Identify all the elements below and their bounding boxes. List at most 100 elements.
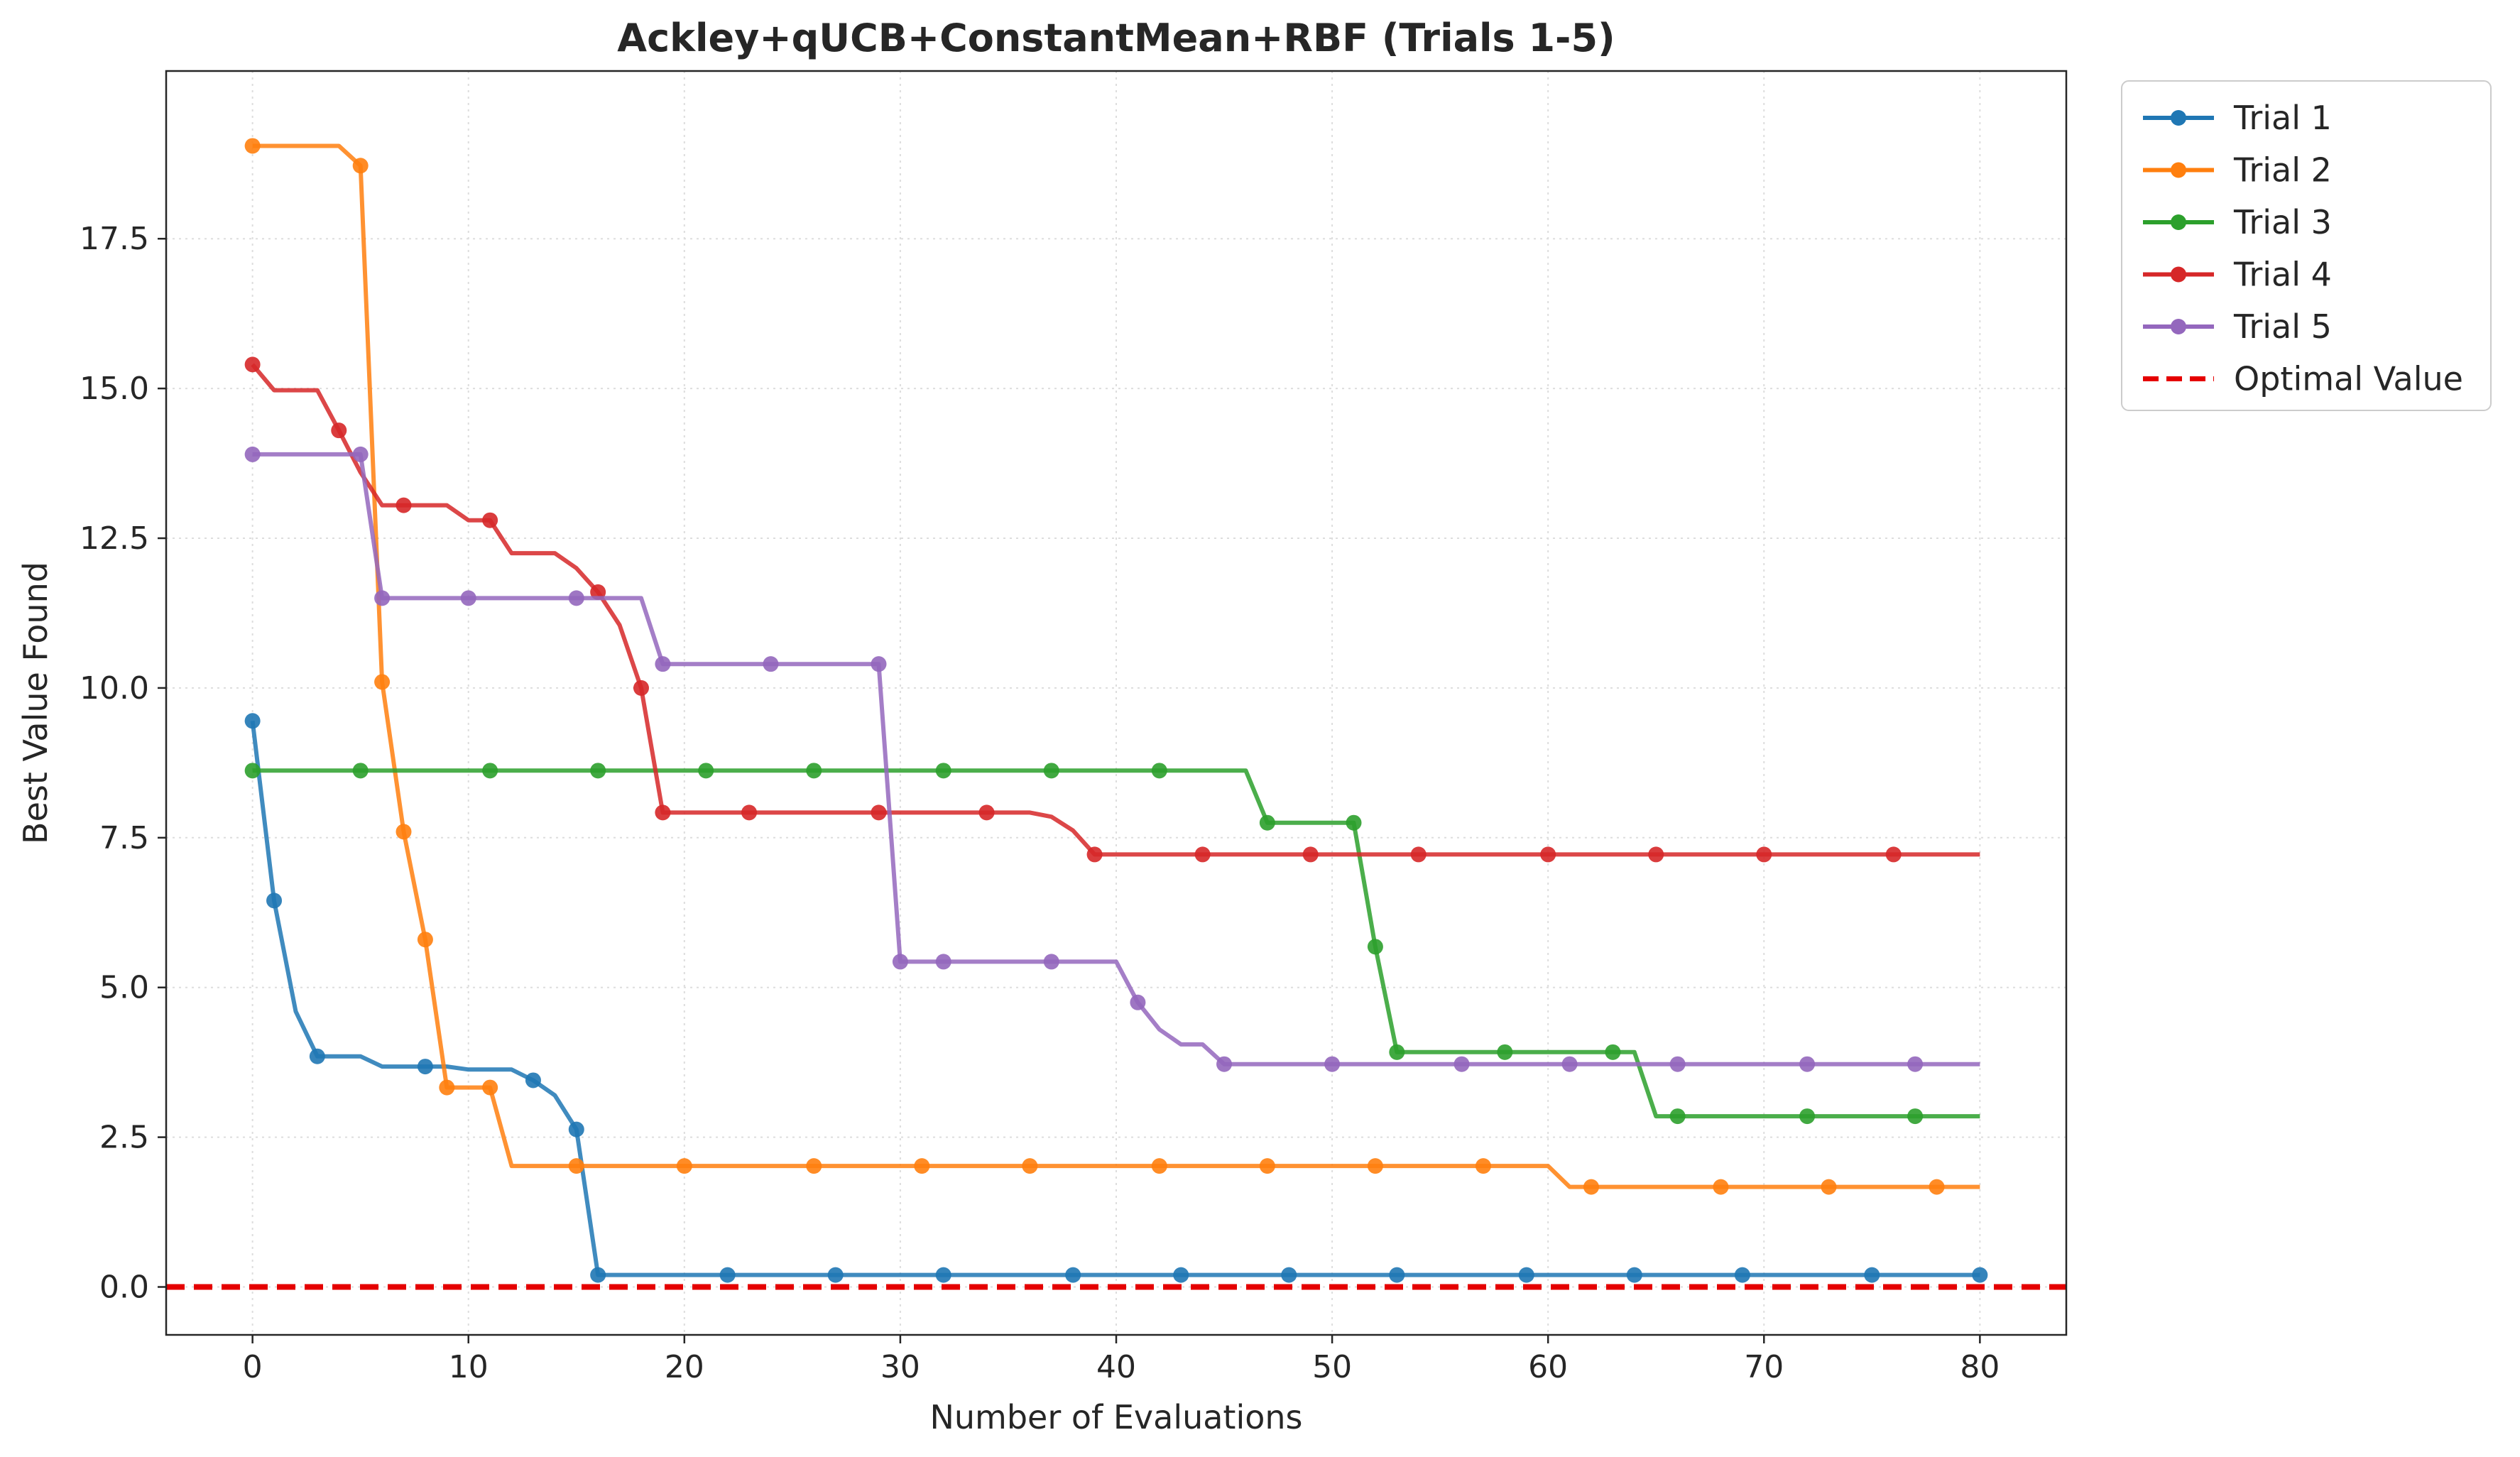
data-point-trial-4 [633, 680, 649, 696]
y-tick-label: 0.0 [99, 1270, 149, 1306]
data-point-trial-1 [1065, 1267, 1081, 1283]
data-point-trial-2 [352, 158, 369, 174]
x-tick-label: 50 [1312, 1349, 1352, 1385]
y-tick-label: 15.0 [80, 371, 149, 407]
data-point-trial-5 [244, 446, 261, 462]
data-point-trial-5 [374, 590, 391, 606]
x-tick-label: 30 [880, 1349, 920, 1385]
data-point-trial-3 [590, 763, 606, 779]
data-point-trial-4 [1540, 846, 1556, 863]
data-point-trial-1 [1281, 1267, 1297, 1283]
data-point-trial-5 [763, 656, 779, 672]
y-axis-label: Best Value Found [16, 562, 55, 844]
y-tick-label: 5.0 [99, 970, 149, 1006]
data-point-trial-4 [655, 804, 671, 821]
data-point-trial-3 [1907, 1108, 1924, 1125]
data-point-trial-4 [331, 422, 347, 439]
x-axis-label: Number of Evaluations [929, 1398, 1302, 1436]
data-point-trial-1 [1626, 1267, 1642, 1283]
data-point-trial-2 [439, 1079, 455, 1096]
data-point-trial-1 [568, 1121, 584, 1137]
data-point-trial-4 [871, 804, 887, 821]
y-tick-label: 7.5 [99, 820, 149, 856]
legend-marker-trial-2 [2171, 162, 2186, 178]
data-point-trial-1 [1518, 1267, 1534, 1283]
legend-label-trial-4: Trial 4 [2233, 256, 2332, 294]
x-axis-ticks: 0 10 20 30 40 50 60 70 80 [243, 1335, 2000, 1385]
data-point-trial-5 [655, 656, 671, 672]
x-tick-label: 70 [1744, 1349, 1784, 1385]
legend-marker-trial-3 [2171, 214, 2186, 230]
legend-marker-trial-5 [2171, 319, 2186, 334]
data-point-trial-4 [396, 497, 412, 513]
data-point-trial-1 [827, 1267, 844, 1283]
data-point-trial-3 [935, 763, 951, 779]
data-point-trial-3 [482, 763, 498, 779]
data-point-trial-2 [374, 674, 391, 690]
legend-label-trial-5: Trial 5 [2233, 307, 2332, 346]
data-point-trial-2 [1583, 1179, 1599, 1195]
data-point-trial-1 [1864, 1267, 1880, 1283]
data-point-trial-5 [352, 446, 369, 462]
data-point-trial-5 [1907, 1056, 1924, 1072]
data-point-trial-1 [1972, 1267, 1988, 1283]
data-point-trial-5 [1130, 994, 1146, 1010]
data-point-trial-4 [1648, 846, 1664, 863]
data-point-trial-2 [482, 1079, 498, 1096]
data-point-trial-2 [914, 1158, 930, 1174]
plot-area [166, 138, 2066, 1290]
series-line-trial-1 [250, 720, 1980, 1277]
data-point-trial-5 [935, 954, 951, 970]
data-point-trial-5 [1799, 1056, 1816, 1072]
data-point-trial-2 [1821, 1179, 1837, 1195]
data-point-trial-3 [244, 763, 261, 779]
series-line-trial-4 [251, 363, 1980, 857]
x-tick-label: 80 [1960, 1349, 2000, 1385]
data-point-trial-1 [935, 1267, 951, 1283]
data-point-trial-2 [1259, 1158, 1275, 1174]
data-point-trial-4 [978, 804, 995, 821]
legend-label-trial-3: Trial 3 [2233, 203, 2332, 241]
y-tick-label: 12.5 [80, 520, 149, 557]
data-point-trial-2 [1713, 1179, 1729, 1195]
data-point-trial-2 [676, 1158, 692, 1174]
data-point-trial-3 [1043, 763, 1059, 779]
data-point-trial-3 [698, 763, 714, 779]
data-point-trial-3 [1151, 763, 1167, 779]
data-point-trial-5 [1043, 954, 1059, 970]
data-point-trial-2 [396, 824, 412, 840]
data-point-trial-5 [1216, 1056, 1233, 1072]
x-tick-label: 20 [665, 1349, 704, 1385]
x-tick-label: 40 [1096, 1349, 1136, 1385]
legend-label-optimal-value: Optimal Value [2234, 360, 2463, 398]
data-point-trial-1 [719, 1267, 736, 1283]
y-axis-ticks: 0.0 2.5 5.0 7.5 10.0 12.5 15.0 17.5 [80, 221, 166, 1306]
data-point-trial-5 [1453, 1056, 1470, 1072]
data-point-trial-2 [806, 1158, 822, 1174]
data-point-trial-4 [1194, 846, 1211, 863]
data-point-trial-5 [568, 590, 584, 606]
data-point-trial-3 [1259, 814, 1275, 831]
data-point-trial-2 [1151, 1158, 1167, 1174]
data-point-trial-5 [1669, 1056, 1686, 1072]
plot-frame [165, 70, 2068, 1336]
data-point-trial-4 [482, 512, 498, 528]
data-point-trial-1 [1389, 1267, 1405, 1283]
series-line-trial-5 [252, 452, 1980, 1066]
data-point-trial-3 [1389, 1044, 1405, 1060]
data-point-trial-2 [568, 1158, 584, 1174]
chart-title: Ackley+qUCB+ConstantMean+RBF (Trials 1-5… [617, 16, 1615, 60]
data-point-trial-3 [1799, 1108, 1816, 1125]
data-point-trial-4 [1756, 846, 1772, 863]
data-point-trial-3 [806, 763, 822, 779]
data-point-trial-5 [871, 656, 887, 672]
y-tick-label: 2.5 [99, 1120, 149, 1156]
data-point-trial-1 [1734, 1267, 1750, 1283]
data-point-trial-4 [1086, 846, 1103, 863]
data-point-trial-3 [1367, 939, 1383, 955]
data-point-trial-2 [244, 138, 261, 154]
data-point-trial-3 [352, 763, 369, 779]
x-tick-label: 10 [449, 1349, 489, 1385]
